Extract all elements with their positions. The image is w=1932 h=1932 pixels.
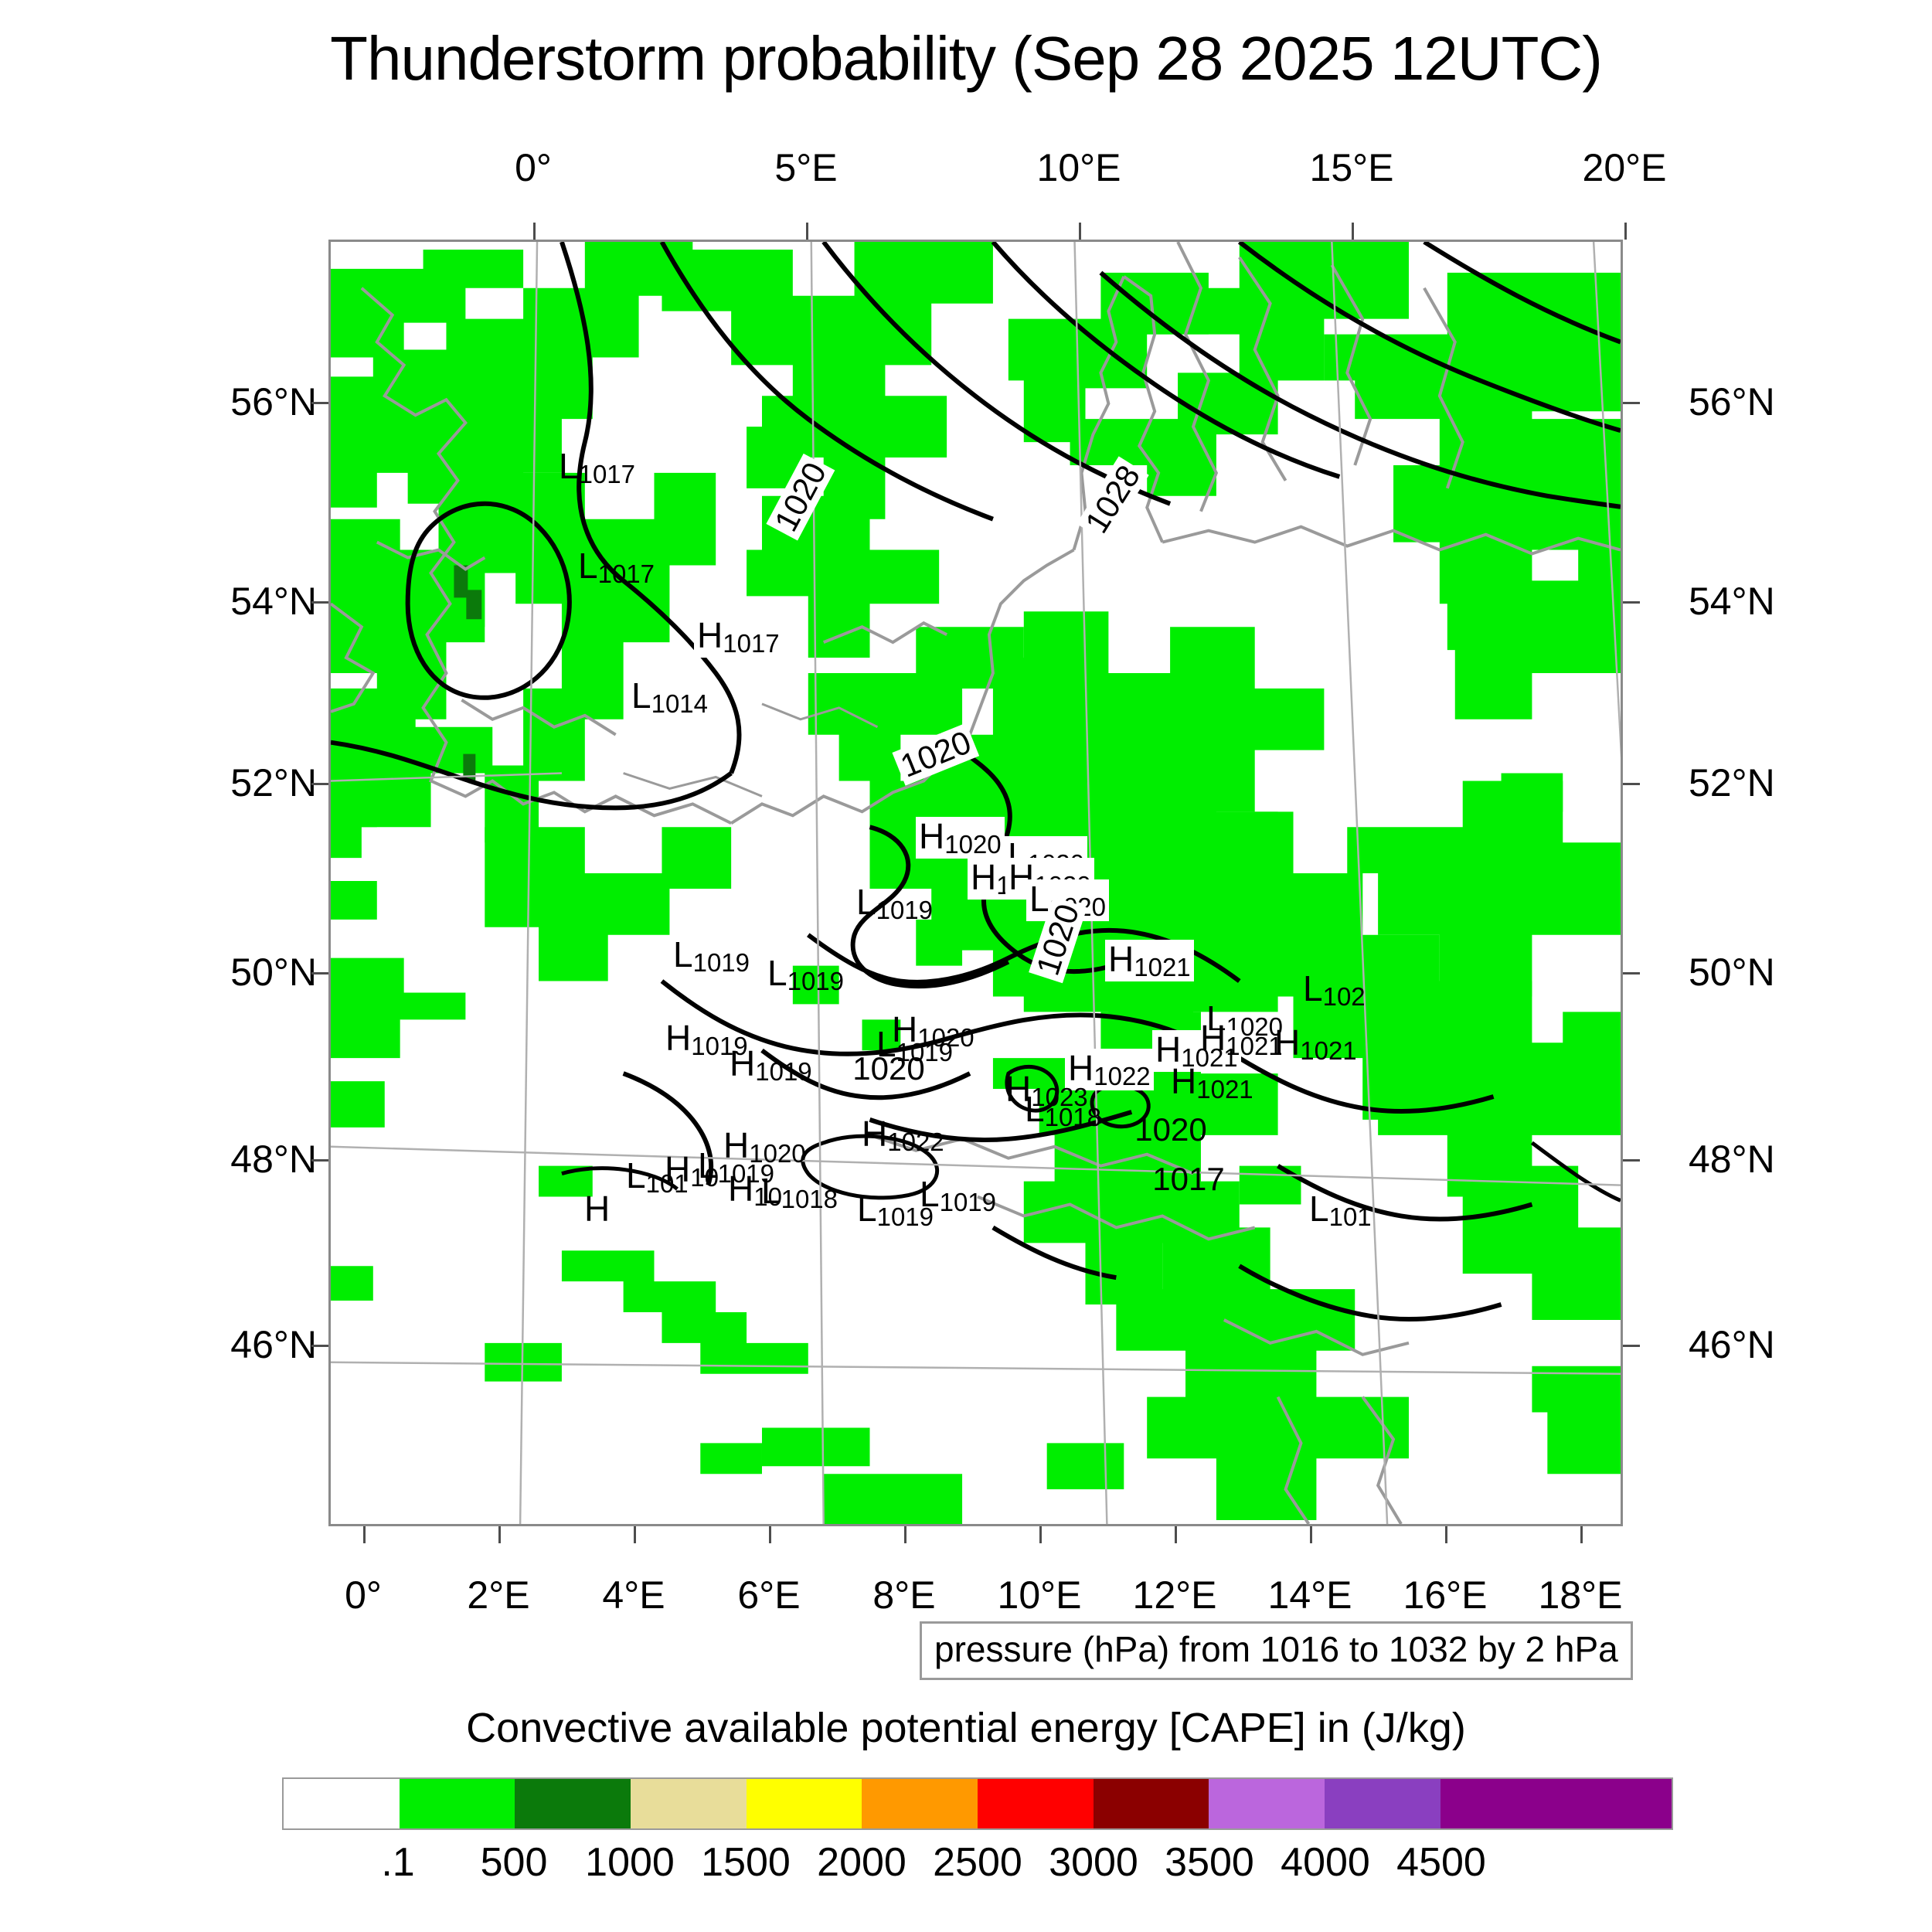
axis-tick-mark xyxy=(1623,1345,1640,1347)
isobar-contours xyxy=(331,242,1621,1321)
axis-tick-mark xyxy=(498,1526,501,1543)
axis-tick-label: 10°E xyxy=(997,1573,1082,1617)
axis-tick-mark xyxy=(1580,1526,1583,1543)
colorbar-swatch[interactable] xyxy=(284,1779,400,1828)
axis-tick-mark xyxy=(1623,972,1640,975)
axis-tick-mark xyxy=(1623,402,1640,404)
axis-tick-label: 8°E xyxy=(872,1573,936,1617)
axis-tick-label: 50°N xyxy=(230,951,317,994)
axis-tick-mark xyxy=(1624,223,1627,240)
graticule xyxy=(331,242,1621,1524)
axis-tick-mark xyxy=(1175,1526,1177,1543)
axis-tick-mark xyxy=(311,1159,328,1162)
axis-tick-label: 52°N xyxy=(230,761,317,804)
axis-tick-mark xyxy=(1079,223,1081,240)
colorbar-caption: Convective available potential energy [C… xyxy=(466,1705,1466,1751)
axis-tick-label: 6°E xyxy=(737,1573,801,1617)
colorbar-tick-label: .1 xyxy=(381,1840,415,1885)
axis-tick-label: 54°N xyxy=(230,580,317,623)
colorbar-swatch[interactable] xyxy=(1556,1779,1672,1828)
axis-tick-label: 50°N xyxy=(1689,951,1775,994)
axis-tick-label: 20°E xyxy=(1582,146,1667,189)
axis-tick-mark xyxy=(1310,1526,1312,1543)
axis-tick-mark xyxy=(311,783,328,785)
colorbar-swatch[interactable] xyxy=(978,1779,1094,1828)
colorbar-swatch[interactable] xyxy=(399,1779,515,1828)
axis-tick-mark xyxy=(533,223,536,240)
colorbar-tick-label: 4500 xyxy=(1396,1840,1486,1885)
axis-tick-label: 56°N xyxy=(1689,380,1775,423)
colorbar-tick-label: 4000 xyxy=(1281,1840,1370,1885)
axis-tick-mark xyxy=(1445,1526,1447,1543)
colorbar-tick-label: 1000 xyxy=(585,1840,675,1885)
colorbar-tick-label: 2500 xyxy=(933,1840,1022,1885)
axis-tick-label: 56°N xyxy=(230,380,317,423)
axis-tick-label: 46°N xyxy=(230,1323,317,1366)
map-plot-area[interactable]: L1017 L1017 H1017 L1014 H1020 L1020 H1020 H1020… xyxy=(328,240,1623,1526)
colorbar-swatch[interactable] xyxy=(631,1779,747,1828)
axis-tick-mark xyxy=(769,1526,771,1543)
colorbar-swatch[interactable] xyxy=(515,1779,631,1828)
colorbar-swatch[interactable] xyxy=(862,1779,978,1828)
axis-tick-mark xyxy=(311,601,328,604)
colorbar[interactable] xyxy=(282,1777,1673,1830)
map-canvas xyxy=(331,242,1621,1524)
pressure-legend-box: pressure (hPa) from 1016 to 1032 by 2 hP… xyxy=(920,1621,1633,1680)
axis-tick-mark xyxy=(806,223,808,240)
colorbar-tick-label: 500 xyxy=(480,1840,548,1885)
cape-shaded-field xyxy=(331,242,1621,1524)
axis-tick-label: 15°E xyxy=(1309,146,1394,189)
colorbar-swatch[interactable] xyxy=(746,1779,862,1828)
cape-dark-green-patch xyxy=(454,565,482,781)
axis-tick-label: 48°N xyxy=(230,1138,317,1181)
axis-tick-label: 2°E xyxy=(467,1573,530,1617)
axis-tick-mark xyxy=(311,1345,328,1347)
axis-tick-label: 52°N xyxy=(1689,761,1775,804)
axis-tick-label: 18°E xyxy=(1538,1573,1623,1617)
axis-tick-mark xyxy=(311,402,328,404)
colorbar-tick-label: 2000 xyxy=(817,1840,906,1885)
axis-tick-mark xyxy=(1039,1526,1042,1543)
axis-tick-label: 48°N xyxy=(1689,1138,1775,1181)
colorbar-tick-labels: .1 500 1000 1500 2000 2500 3000 3500 4000 4500 xyxy=(282,1839,1673,1893)
axis-tick-mark xyxy=(1352,223,1354,240)
colorbar-swatch[interactable] xyxy=(1325,1779,1440,1828)
colorbar-tick-label: 3000 xyxy=(1049,1840,1138,1885)
colorbar-swatch[interactable] xyxy=(1209,1779,1325,1828)
axis-tick-label: 0° xyxy=(515,146,552,189)
axis-tick-mark xyxy=(363,1526,366,1543)
axis-tick-label: 5°E xyxy=(774,146,838,189)
axis-tick-label: 14°E xyxy=(1267,1573,1352,1617)
axis-tick-mark xyxy=(1623,1159,1640,1162)
axis-tick-mark xyxy=(634,1526,636,1543)
axis-tick-mark xyxy=(904,1526,906,1543)
colorbar-tick-label: 3500 xyxy=(1165,1840,1254,1885)
axis-tick-label: 16°E xyxy=(1403,1573,1488,1617)
page-title: Thunderstorm probability (Sep 28 2025 12… xyxy=(330,24,1603,93)
axis-tick-label: 0° xyxy=(345,1573,382,1617)
axis-tick-mark xyxy=(311,972,328,975)
colorbar-swatch[interactable] xyxy=(1440,1779,1556,1828)
axis-tick-label: 10°E xyxy=(1036,146,1121,189)
axis-tick-label: 54°N xyxy=(1689,580,1775,623)
colorbar-tick-label: 1500 xyxy=(701,1840,791,1885)
axis-tick-mark xyxy=(1623,601,1640,604)
axis-tick-label: 46°N xyxy=(1689,1323,1775,1366)
axis-tick-mark xyxy=(1623,783,1640,785)
axis-tick-label: 12°E xyxy=(1132,1573,1217,1617)
axis-tick-label: 4°E xyxy=(602,1573,665,1617)
colorbar-swatch[interactable] xyxy=(1093,1779,1209,1828)
